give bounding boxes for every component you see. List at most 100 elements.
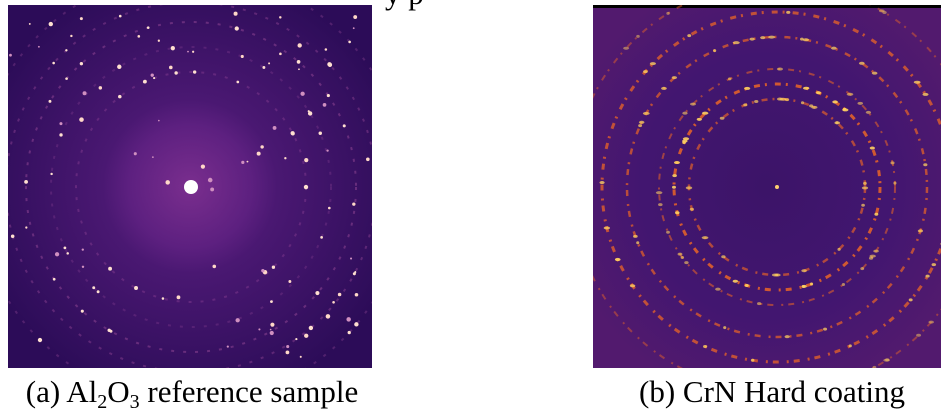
spot	[307, 110, 310, 113]
spot	[98, 86, 103, 90]
spot	[179, 1, 182, 4]
spot	[366, 157, 370, 162]
spot	[868, 256, 874, 260]
spot	[603, 226, 611, 230]
spot	[348, 40, 351, 44]
ring	[25, 21, 357, 353]
caption-text: (b) CrN Hard coating	[639, 374, 905, 409]
spot	[212, 264, 217, 269]
subscript: 3	[130, 391, 140, 412]
spot	[109, 329, 113, 333]
spot	[240, 54, 244, 59]
spot	[800, 101, 805, 105]
spot	[842, 108, 849, 112]
spot	[260, 145, 264, 149]
spot	[37, 337, 43, 343]
spot	[599, 181, 605, 185]
spot	[269, 330, 274, 336]
spot	[672, 185, 676, 189]
spot	[689, 207, 694, 211]
spot	[760, 36, 766, 40]
spot	[288, 280, 292, 283]
spot	[882, 10, 887, 14]
spot	[701, 236, 709, 240]
spot	[48, 21, 53, 27]
spot	[682, 111, 688, 115]
spot	[643, 70, 648, 74]
spot	[318, 131, 322, 135]
spot	[629, 284, 636, 288]
spot	[638, 120, 645, 124]
spot	[861, 186, 869, 190]
center-spot	[775, 185, 779, 189]
spot	[768, 35, 776, 39]
spot	[81, 265, 85, 269]
spot	[890, 161, 895, 165]
spot	[153, 77, 156, 80]
spot	[908, 298, 913, 302]
spot	[928, 320, 934, 324]
spot	[315, 290, 320, 296]
spot	[943, 135, 946, 138]
spot	[858, 61, 865, 65]
spot	[750, 358, 755, 362]
spot	[680, 255, 685, 259]
spot	[290, 131, 295, 136]
spot	[580, 252, 585, 255]
spot	[70, 34, 73, 38]
spot	[940, 242, 941, 245]
spot	[349, 257, 353, 260]
spot	[261, 268, 265, 273]
spot	[916, 333, 922, 337]
spot	[811, 105, 818, 109]
spot	[271, 265, 276, 269]
spot	[871, 71, 878, 75]
spot	[374, 198, 377, 201]
ring	[600, 10, 941, 364]
spot	[295, 337, 298, 341]
spot	[241, 160, 245, 164]
spot	[59, 122, 63, 126]
spot	[50, 172, 53, 176]
spot	[332, 300, 335, 304]
spot	[134, 286, 139, 290]
spot	[304, 158, 309, 163]
spot	[801, 285, 806, 289]
spot	[118, 14, 122, 18]
spot	[327, 206, 331, 210]
spot	[79, 62, 84, 66]
spot	[642, 111, 650, 115]
spot	[82, 91, 87, 96]
spot	[24, 179, 28, 184]
ring	[625, 35, 929, 339]
spot	[270, 300, 273, 303]
spot	[841, 283, 846, 287]
spot	[325, 314, 331, 319]
spot	[832, 100, 838, 104]
spot	[79, 17, 83, 21]
spot	[157, 39, 160, 42]
spot	[324, 48, 328, 51]
spot	[353, 15, 358, 19]
spot	[354, 292, 359, 297]
spot	[684, 261, 689, 265]
spot	[682, 137, 690, 141]
spot	[834, 121, 841, 125]
caption-text: reference sample	[140, 374, 359, 409]
spot	[861, 203, 865, 207]
spot	[322, 103, 327, 107]
spot	[337, 292, 342, 297]
spot	[860, 267, 865, 271]
spot	[354, 322, 359, 327]
spot	[690, 102, 696, 106]
spot	[682, 141, 686, 145]
spot	[743, 103, 748, 107]
spot	[837, 247, 841, 251]
spot	[857, 101, 864, 105]
spot	[872, 365, 877, 368]
spot	[675, 211, 680, 215]
spot	[677, 252, 683, 256]
spot	[192, 50, 195, 53]
